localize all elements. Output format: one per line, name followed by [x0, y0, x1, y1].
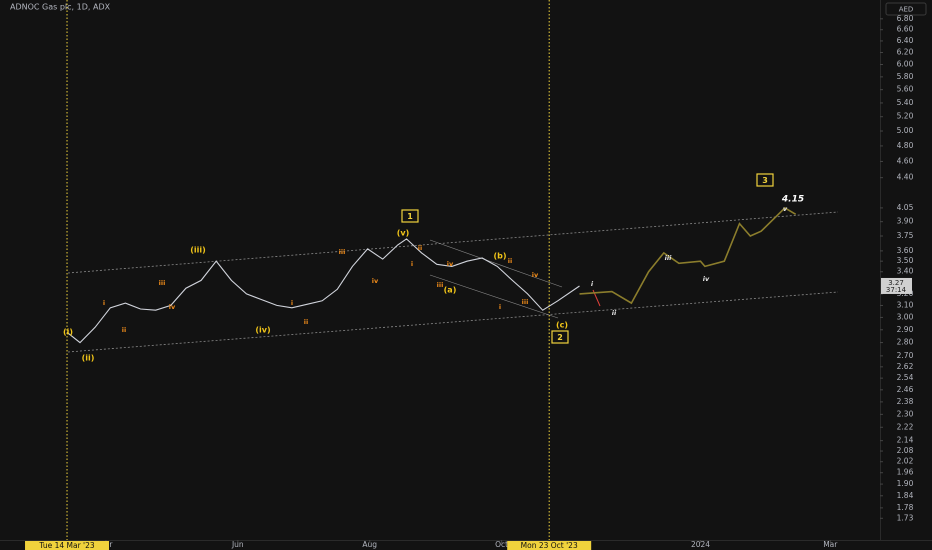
y-tick-label: 3.50 — [897, 256, 914, 265]
y-tick-label: 2.30 — [897, 409, 914, 418]
wave-box — [756, 173, 774, 187]
y-tick-label: 3.75 — [897, 231, 914, 240]
minor-wave-label: iv — [169, 303, 176, 311]
projection-wave-label: iii — [665, 254, 672, 262]
x-tick-label: Jun — [231, 540, 244, 549]
minor-wave-label: ii — [122, 326, 126, 334]
wave-box-label: 3 — [762, 176, 768, 185]
x-tick-label: Aug — [362, 540, 377, 549]
projection-wave-label: v — [783, 205, 788, 213]
y-tick-label: 2.62 — [897, 362, 914, 371]
projection-wave-label: iv — [703, 275, 710, 283]
wave-label: (ii) — [82, 354, 95, 363]
y-tick-label: 6.60 — [897, 25, 914, 34]
currency: AED — [899, 6, 914, 14]
y-tick-label: 4.80 — [897, 141, 914, 150]
y-tick-label: 1.78 — [897, 503, 914, 512]
y-tick-label: 3.90 — [897, 217, 914, 226]
y-tick-label: 5.00 — [897, 126, 914, 135]
wave-box — [551, 330, 569, 344]
minor-wave-label: iv — [532, 271, 539, 279]
projection-wave-label: i — [591, 280, 594, 288]
x-tick-label: Mar — [823, 540, 838, 549]
wave-label: (c) — [556, 321, 568, 330]
minor-wave-label: i — [499, 303, 501, 311]
y-tick-label: 4.05 — [897, 203, 914, 212]
wave-box-label: 2 — [557, 333, 563, 342]
minor-wave-label: iii — [522, 298, 529, 306]
date-label-box — [25, 541, 110, 550]
y-tick-label: 6.20 — [897, 48, 914, 57]
minor-wave-label: i — [411, 260, 413, 268]
y-tick-label: 3.40 — [897, 267, 914, 276]
date-label: Mon 23 Oct '23 — [521, 541, 578, 550]
y-tick-label: 6.80 — [897, 14, 914, 23]
y-tick-label: 4.60 — [897, 156, 914, 165]
y-tick-label: 4.40 — [897, 173, 914, 182]
y-tick-label: 6.00 — [897, 59, 914, 68]
channel-lower — [67, 291, 839, 353]
minor-wave-label: i — [103, 299, 105, 307]
last-price-box — [881, 277, 912, 294]
wave-label: (iv) — [255, 326, 270, 335]
minor-wave-label: iv — [372, 277, 379, 285]
minor-wave-label: ii — [418, 244, 422, 252]
date-label: Tue 14 Mar '23 — [38, 541, 94, 550]
y-tick-label: 5.60 — [897, 85, 914, 94]
currency-box — [885, 2, 927, 16]
y-tick-label: 2.22 — [897, 422, 914, 431]
wave-label: (iii) — [190, 246, 206, 255]
minor-wave-label: iii — [437, 281, 444, 289]
minor-wave-label: i — [291, 299, 293, 307]
date-label-box — [507, 541, 592, 550]
minor-wave-label: ii — [304, 318, 308, 326]
wave-label: (b) — [493, 252, 506, 261]
y-tick-label: 2.46 — [897, 385, 914, 394]
wave-label: (i) — [63, 328, 73, 337]
minor-wave-label: iii — [339, 248, 346, 256]
last-price: 3.27 — [888, 279, 904, 287]
x-tick-label: 2024 — [691, 540, 710, 549]
y-tick-label: 5.80 — [897, 72, 914, 81]
y-tick-label: 2.08 — [897, 446, 914, 455]
price-line — [66, 238, 580, 344]
channel-upper — [67, 211, 839, 274]
y-tick-label: 1.84 — [897, 491, 914, 500]
wave-box-label: 1 — [407, 212, 413, 221]
minor-wave-label: iii — [159, 279, 166, 287]
y-tick-label: 2.14 — [897, 436, 914, 445]
minor-wave-label: iv — [447, 260, 454, 268]
target-label: 4.15 — [781, 195, 804, 205]
y-tick-label: 2.80 — [897, 338, 914, 347]
y-tick-label: 1.96 — [897, 468, 914, 477]
abc-channel-lower — [429, 274, 559, 319]
y-tick-label: 2.70 — [897, 351, 914, 360]
x-tick-label: Oct — [495, 540, 508, 549]
wave-label: (v) — [397, 229, 410, 238]
minor-wave-label: ii — [508, 257, 512, 265]
y-tick-label: 2.90 — [897, 325, 914, 334]
y-tick-label: 2.02 — [897, 457, 914, 466]
y-tick-label: 3.10 — [897, 300, 914, 309]
abc-channel-upper — [429, 239, 563, 288]
chart-title: ADNOC Gas plc, 1D, ADX — [10, 3, 111, 12]
projection-wave-label: ii — [612, 309, 617, 317]
y-tick-label: 6.40 — [897, 36, 914, 45]
y-tick-label: 3.00 — [897, 312, 914, 321]
y-tick-label: 5.20 — [897, 112, 914, 121]
y-tick-label: 1.73 — [897, 513, 914, 522]
y-tick-label: 1.90 — [897, 479, 914, 488]
y-tick-label: 2.54 — [897, 373, 914, 382]
countdown: 37:14 — [886, 286, 907, 294]
y-tick-label: 3.60 — [897, 246, 914, 255]
y-tick-label: 5.40 — [897, 98, 914, 107]
wave-box — [401, 209, 419, 223]
price-line — [579, 206, 797, 305]
wave-label: (a) — [444, 286, 457, 295]
y-tick-label: 2.38 — [897, 397, 914, 406]
